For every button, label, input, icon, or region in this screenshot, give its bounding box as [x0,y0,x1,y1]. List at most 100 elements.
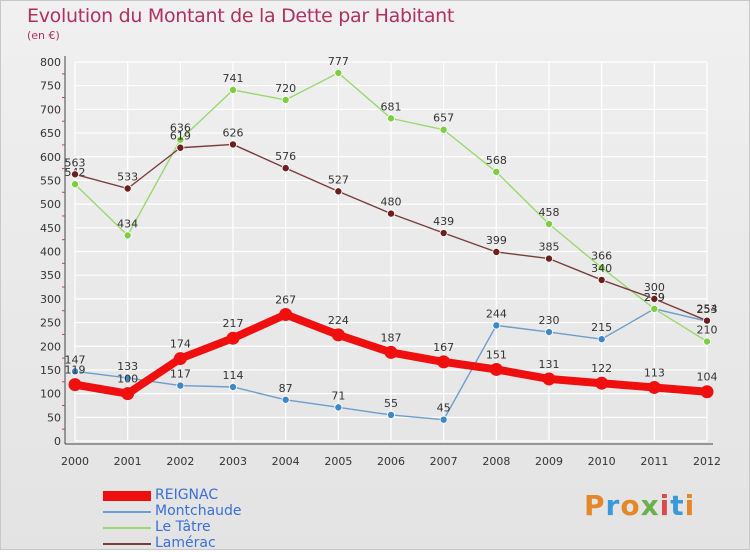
x-tick-label: 2007 [430,455,458,468]
data-label: 230 [539,314,560,327]
x-tick-label: 2011 [640,455,668,468]
logo-letter: o [620,489,641,522]
x-tick-label: 2004 [272,455,300,468]
data-label: 720 [275,82,296,95]
y-tick-label: 100 [40,388,61,401]
data-point [545,328,554,337]
data-label: 131 [539,358,560,371]
legend-swatch-le-tatre [103,527,151,529]
data-label: 741 [223,72,244,85]
data-label: 434 [117,217,138,230]
data-point [647,380,661,394]
data-label: 300 [644,281,665,294]
logo-letter: t [670,489,685,522]
data-point [437,355,451,369]
data-label: 100 [117,373,138,386]
x-tick-label: 2012 [693,455,721,468]
data-label: 619 [170,130,191,143]
data-label: 224 [328,314,349,327]
data-point [489,362,503,376]
data-label: 366 [591,250,612,263]
data-point [121,387,135,401]
y-tick-label: 650 [40,127,61,140]
data-point [597,275,606,284]
data-point [173,352,187,366]
legend-swatch-lamerac [103,543,151,545]
data-point [123,231,132,240]
data-point [176,381,185,390]
y-tick-label: 500 [40,198,61,211]
data-point [71,170,80,179]
data-label: 340 [591,262,612,275]
data-label: 439 [433,215,454,228]
data-point [597,335,606,344]
y-tick-label: 250 [40,317,61,330]
data-point [176,143,185,152]
logo-letter: r [605,489,621,522]
data-label: 657 [433,112,454,125]
data-point [492,247,501,256]
y-tick-label: 800 [40,56,61,69]
data-label: 215 [591,321,612,334]
legend-label-reignac: REIGNAC [155,487,219,503]
legend-swatch-montchaude [103,511,151,513]
logo-letter: x [640,489,660,522]
data-point [545,254,554,263]
x-tick-label: 2009 [535,455,563,468]
data-point [650,294,659,303]
data-point [228,85,237,94]
y-tick-label: 400 [40,246,61,259]
data-point [439,415,448,424]
y-tick-label: 750 [40,80,61,93]
logo-letter: i [659,489,671,522]
data-point [281,395,290,404]
data-point [439,125,448,134]
logo-letter: P [584,489,606,522]
y-tick-label: 0 [54,435,61,448]
data-point [281,95,290,104]
data-point [650,304,659,313]
y-tick-label: 450 [40,222,61,235]
data-label: 113 [644,366,665,379]
data-label: 174 [170,338,191,351]
y-tick-label: 700 [40,103,61,116]
data-label: 104 [697,371,718,384]
data-label: 117 [170,368,191,381]
data-point [228,382,237,391]
data-label: 244 [486,307,507,320]
data-label: 210 [697,324,718,337]
data-point [386,209,395,218]
data-point [545,220,554,229]
data-point [331,328,345,342]
data-point [334,68,343,77]
data-label: 568 [486,154,507,167]
proxiti-logo: Proxiti [584,489,695,522]
data-point [542,372,556,386]
y-tick-label: 350 [40,269,61,282]
data-label: 385 [539,241,560,254]
data-point [281,164,290,173]
x-tick-label: 2006 [377,455,405,468]
data-label: 114 [223,369,244,382]
data-label: 87 [279,382,293,395]
data-label: 267 [275,294,296,307]
data-point [71,367,80,376]
data-point [492,167,501,176]
data-point [279,308,293,322]
data-label: 533 [117,170,138,183]
data-point [703,316,712,325]
data-label: 151 [486,348,507,361]
chart-subtitle: (en €) [27,29,60,42]
data-point [334,403,343,412]
data-point [700,385,714,399]
y-tick-label: 50 [47,411,61,424]
data-label: 480 [381,196,402,209]
data-point [334,187,343,196]
data-point [386,114,395,123]
data-point [595,376,609,390]
data-point [226,331,240,345]
data-label: 45 [437,402,451,415]
data-point [597,263,606,272]
data-label: 253 [697,303,718,316]
